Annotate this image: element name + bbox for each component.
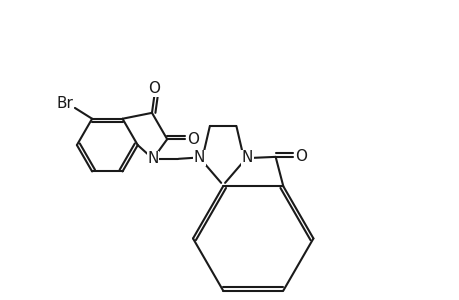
Text: N: N <box>147 151 158 166</box>
Text: N: N <box>241 150 252 165</box>
Text: O: O <box>295 149 307 164</box>
Text: N: N <box>193 150 204 165</box>
Text: Br: Br <box>56 95 73 110</box>
Text: O: O <box>148 81 160 96</box>
Text: O: O <box>186 132 198 147</box>
